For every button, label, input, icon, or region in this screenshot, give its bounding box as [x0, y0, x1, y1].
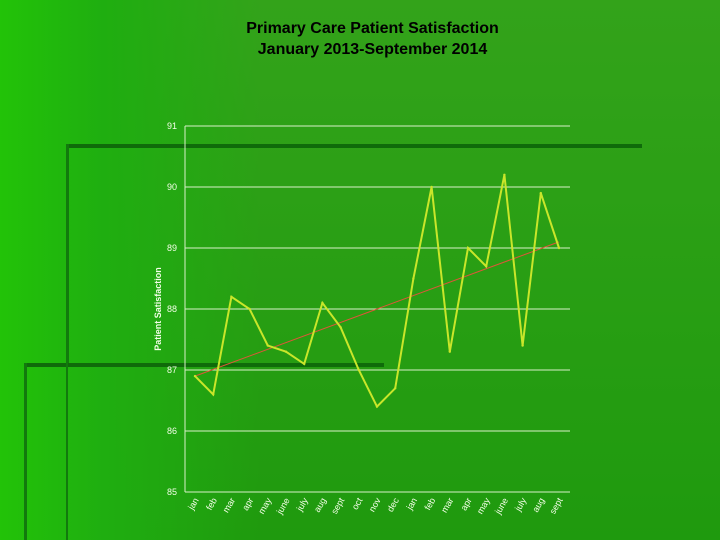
- data-point: [375, 405, 379, 408]
- x-tick-label: aug: [312, 496, 328, 514]
- data-point: [412, 277, 415, 280]
- trendline: [194, 241, 560, 377]
- decor-border-inner: [66, 363, 68, 540]
- data-point: [339, 326, 342, 329]
- data-point: [357, 368, 360, 372]
- series-layer: [193, 173, 561, 409]
- x-tick-labels: jan feb mar apr may june july aug sept oct nov dec j…: [186, 496, 565, 517]
- data-point: [448, 350, 451, 353]
- y-tick-label: 91: [167, 121, 177, 131]
- x-tick-label: apr: [459, 496, 474, 512]
- x-tick-label: june: [492, 496, 510, 517]
- decor-border-upper: [66, 144, 69, 364]
- y-tick-label: 88: [167, 304, 177, 314]
- x-tick-label: oct: [350, 496, 365, 512]
- data-point: [485, 265, 488, 268]
- data-point: [503, 173, 506, 176]
- y-tick-label: 90: [167, 182, 177, 192]
- decor-bar-top: [66, 144, 642, 148]
- x-tick-label: sept: [548, 496, 565, 516]
- x-tick-label: may: [256, 496, 273, 516]
- series-line: [194, 174, 560, 409]
- data-point: [266, 344, 269, 347]
- x-tick-label: june: [274, 496, 292, 517]
- data-point: [321, 301, 324, 305]
- chart-title: Primary Care Patient Satisfaction Januar…: [0, 18, 720, 60]
- y-tick-labels: 85 86 87 88 89 90 91: [167, 121, 177, 497]
- data-point: [284, 350, 288, 353]
- chart-title-line2: January 2013-September 2014: [257, 41, 488, 58]
- data-point: [394, 387, 397, 390]
- data-point: [193, 374, 197, 378]
- x-tick-label: july: [512, 496, 528, 514]
- x-tick-label: jan: [186, 496, 201, 512]
- data-point: [230, 295, 233, 298]
- x-tick-label: apr: [240, 496, 255, 512]
- x-tick-label: may: [475, 496, 492, 516]
- x-tick-label: july: [294, 496, 310, 514]
- y-tick-label: 85: [167, 487, 177, 497]
- data-point: [539, 191, 542, 195]
- chart-title-line1: Primary Care Patient Satisfaction: [246, 20, 499, 37]
- data-point: [557, 246, 561, 250]
- data-point: [466, 246, 470, 250]
- data-point: [248, 307, 251, 311]
- data-point: [212, 393, 215, 396]
- x-tick-label: feb: [204, 496, 219, 512]
- y-tick-label: 89: [167, 243, 177, 253]
- x-tick-label: jan: [404, 496, 419, 512]
- decor-bar-middle: [24, 363, 384, 367]
- data-point: [430, 185, 433, 189]
- x-tick-label: aug: [530, 496, 546, 514]
- y-tick-label: 86: [167, 426, 177, 436]
- data-point: [521, 344, 524, 347]
- trendline-layer: [194, 241, 560, 377]
- slide-background-gradient: [0, 0, 260, 540]
- x-tick-label: mar: [439, 496, 455, 514]
- y-axis-label: Patient Satisfaction: [153, 267, 163, 351]
- x-tick-label: mar: [221, 496, 237, 514]
- data-point: [303, 362, 306, 366]
- x-tick-label: feb: [422, 496, 437, 512]
- x-tick-label: sept: [329, 496, 346, 516]
- decor-border-lower: [24, 363, 27, 540]
- x-tick-label: nov: [367, 496, 383, 514]
- x-tick-label: dec: [385, 496, 401, 514]
- y-tick-label: 87: [167, 365, 177, 375]
